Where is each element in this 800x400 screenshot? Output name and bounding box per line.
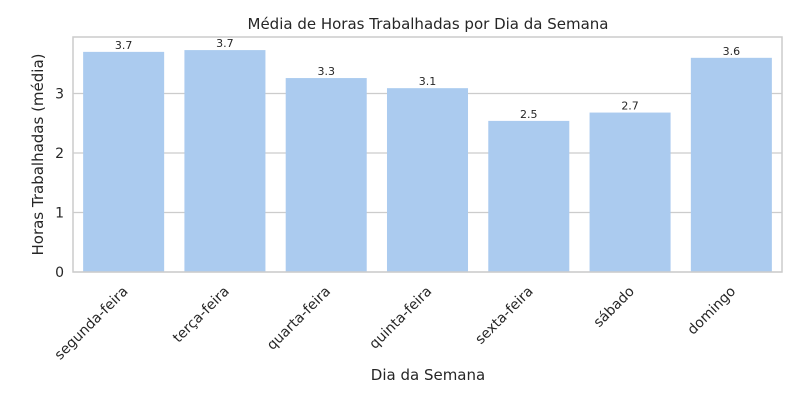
bar-value-label: 3.6	[723, 45, 741, 58]
x-tick-label: sábado	[591, 284, 638, 331]
bar-value-label: 2.5	[520, 108, 538, 121]
x-axis-ticks: segunda-feira terça-feira quarta-feira quin…	[52, 284, 739, 364]
bar	[285, 78, 367, 273]
bar	[184, 50, 266, 272]
bar	[386, 88, 469, 273]
x-tick-label: terça-feira	[170, 284, 233, 347]
bar	[488, 120, 570, 272]
bar	[589, 112, 671, 272]
data-labels: 3.7 3.7 3.3 3.1 2.5 2.7 3.6	[115, 37, 740, 121]
y-axis-label: Horas Trabalhadas (média)	[29, 53, 47, 255]
y-axis-ticks: 0 1 2 3	[55, 87, 64, 281]
bar-value-label: 3.7	[216, 37, 234, 50]
bar	[690, 57, 772, 272]
x-tick-label: domingo	[685, 284, 740, 339]
bar	[83, 51, 165, 273]
x-axis-label: Dia da Semana	[371, 366, 485, 384]
y-tick-label: 3	[55, 87, 64, 103]
x-tick-label: sexta-feira	[472, 284, 536, 348]
bar-value-label: 3.7	[115, 39, 133, 52]
bar-value-label: 3.3	[317, 65, 335, 78]
x-tick-label: segunda-feira	[52, 284, 132, 364]
bar-value-label: 2.7	[621, 100, 639, 113]
plot-frame	[72, 36, 783, 273]
x-tick-label: quinta-feira	[366, 284, 435, 353]
x-tick-label: quarta-feira	[264, 284, 334, 354]
chart-title: Média de Horas Trabalhadas por Dia da Se…	[248, 15, 609, 33]
y-tick-label: 2	[55, 146, 64, 162]
bar-value-label: 3.1	[419, 75, 437, 88]
bars	[83, 50, 772, 273]
y-tick-label: 1	[55, 206, 64, 222]
y-tick-label: 0	[55, 265, 64, 281]
